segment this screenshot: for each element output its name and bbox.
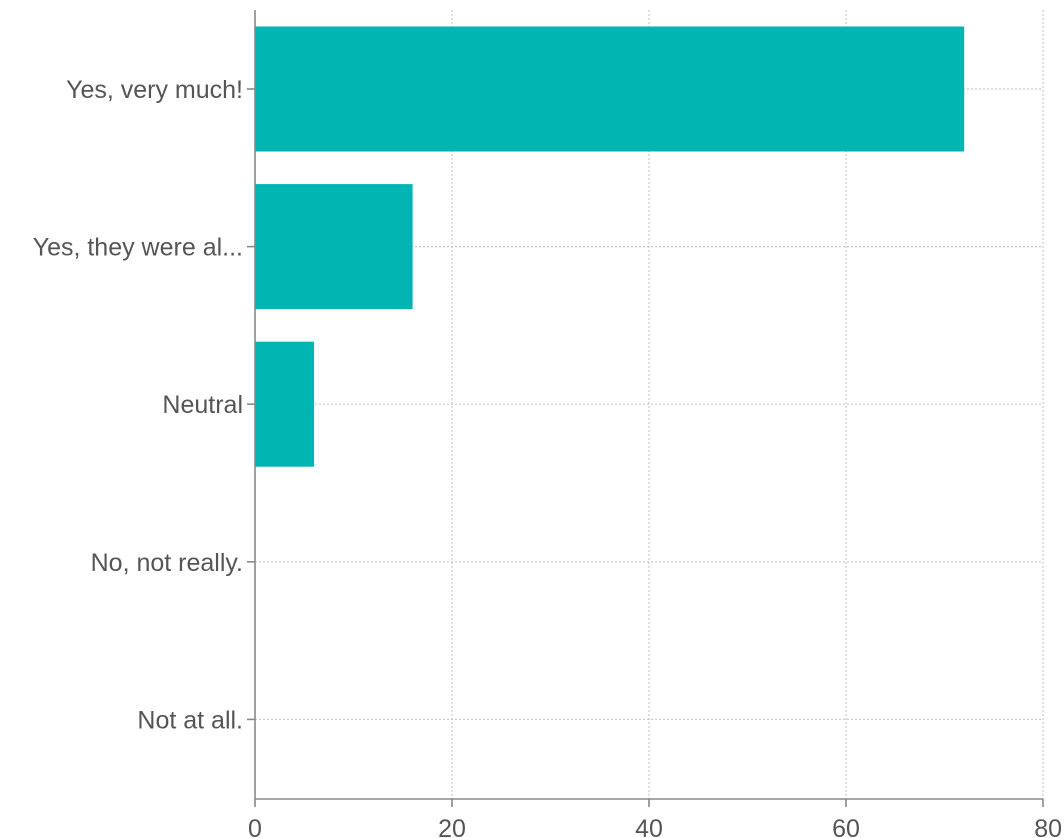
category-labels: Yes, very much! Yes, they were al... Neutr… (33, 76, 255, 734)
bar (255, 341, 315, 467)
x-tick-label: 60 (832, 815, 860, 838)
bar (255, 184, 413, 310)
category-label: No, not really. (91, 549, 243, 577)
x-tick-label: 0 (248, 815, 262, 838)
bar (255, 26, 965, 152)
category-label: Yes, very much! (66, 76, 243, 104)
x-tick-label: 80 (1034, 815, 1062, 838)
category-label: Neutral (162, 391, 243, 419)
category-label: Not at all. (137, 706, 243, 734)
bars (255, 26, 965, 467)
x-tick-labels: 0 20 40 60 80 (248, 799, 1062, 838)
grid-lines (255, 10, 1044, 799)
category-label: Yes, they were al... (33, 234, 243, 262)
x-tick-label: 20 (438, 815, 466, 838)
x-tick-label: 40 (635, 815, 663, 838)
